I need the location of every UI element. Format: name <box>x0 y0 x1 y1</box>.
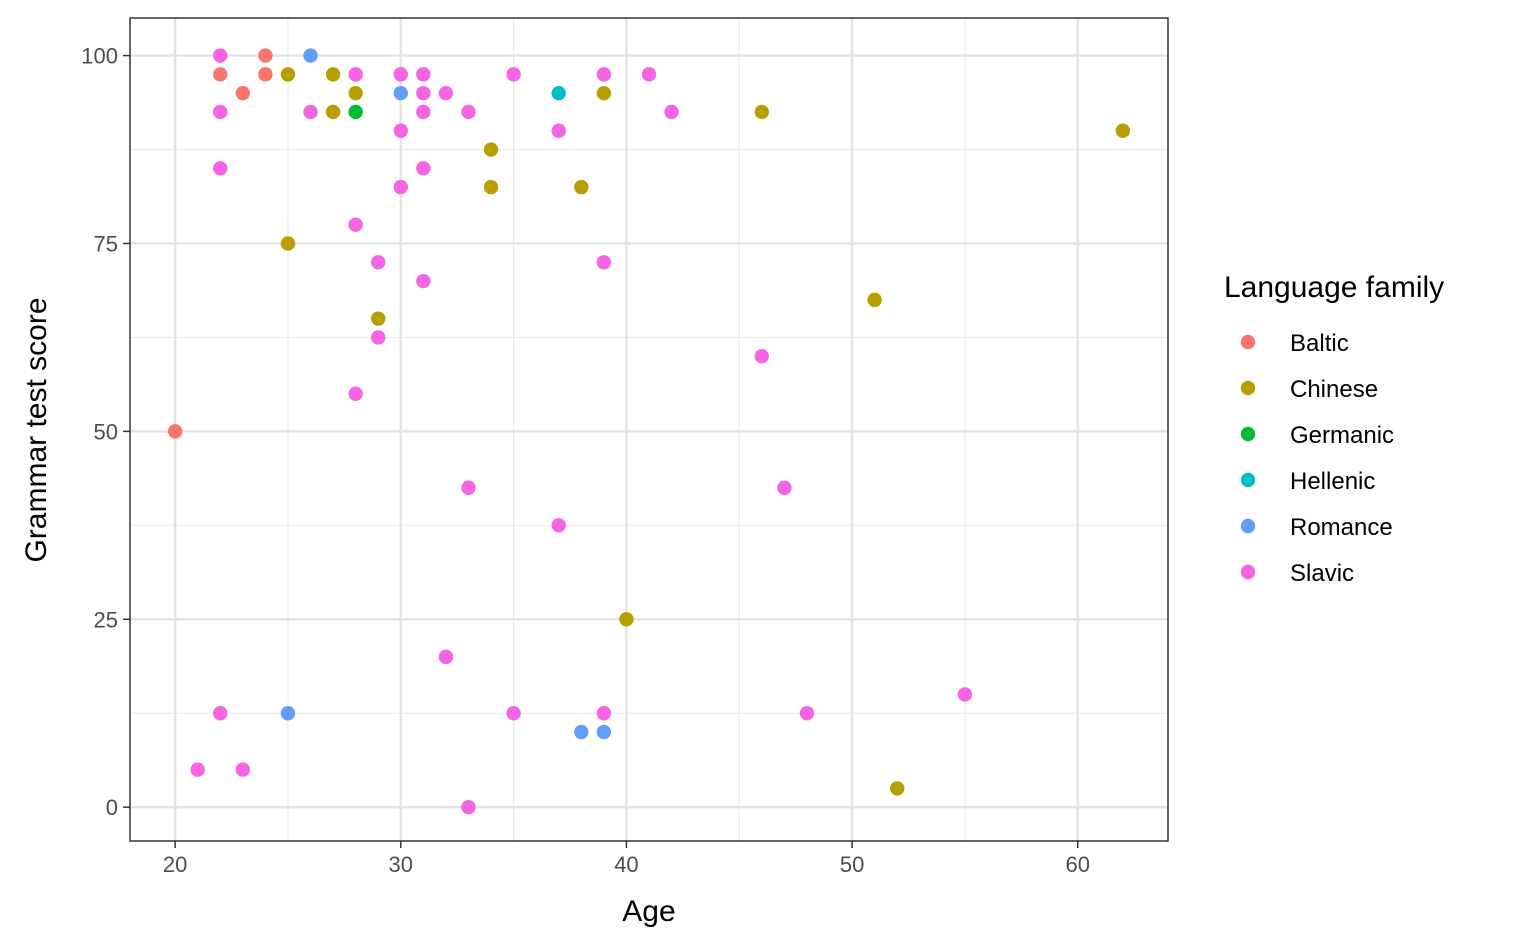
data-point-chinese <box>619 612 634 627</box>
x-tick-label: 60 <box>1065 852 1089 877</box>
data-point-baltic <box>213 67 228 82</box>
data-point-slavic <box>235 762 251 777</box>
y-tick-label: 25 <box>94 607 118 632</box>
legend: Language family Baltic Chinese Germanic Hel… <box>1224 271 1444 587</box>
data-point-baltic <box>258 67 273 82</box>
data-point-slavic <box>596 255 612 270</box>
data-point-slavic <box>393 179 408 195</box>
panel-background <box>130 18 1168 841</box>
data-point-chinese <box>483 179 499 195</box>
data-point-slavic <box>461 480 476 495</box>
data-point-slavic <box>213 161 228 176</box>
data-point-chinese <box>483 142 499 157</box>
data-point-slavic <box>213 706 228 721</box>
data-point-chinese <box>754 104 770 120</box>
data-point-slavic <box>371 255 386 270</box>
legend-label-slavic: Slavic <box>1290 560 1354 587</box>
panel-border <box>129 17 1169 842</box>
legend-title: Language family <box>1224 271 1444 304</box>
legend-label-romance: Romance <box>1290 514 1393 541</box>
data-point-slavic <box>641 67 657 82</box>
grid <box>130 18 1168 841</box>
legend-label-chinese: Chinese <box>1290 376 1378 403</box>
data-point-slavic <box>416 104 431 120</box>
data-point-slavic <box>213 48 228 63</box>
y-axis-title: Grammar test score <box>20 297 53 562</box>
data-point-chinese <box>280 236 296 251</box>
data-point-chinese <box>325 104 341 120</box>
data-point-slavic <box>393 67 408 82</box>
data-point-chinese <box>371 311 386 326</box>
data-point-slavic <box>416 273 431 289</box>
data-point-slavic <box>551 518 566 533</box>
data-point-slavic <box>348 217 363 232</box>
data-point-romance <box>596 724 612 740</box>
data-point-slavic <box>438 85 454 101</box>
data-point-romance <box>280 706 296 721</box>
data-point-slavic <box>393 123 408 138</box>
data-point-slavic <box>416 161 431 176</box>
data-point-slavic <box>777 480 792 495</box>
data-point-slavic <box>213 104 228 120</box>
data-point-chinese <box>348 85 363 101</box>
x-tick-label: 20 <box>163 852 187 877</box>
data-point-slavic <box>506 706 521 721</box>
data-point-romance <box>574 724 589 740</box>
legend-key-hellenic <box>1240 472 1256 488</box>
legend-label-germanic: Germanic <box>1290 422 1394 449</box>
data-point-slavic <box>506 67 521 82</box>
y-tick-label: 75 <box>94 231 118 256</box>
data-point-slavic <box>754 349 770 364</box>
data-point-baltic <box>235 85 251 101</box>
y-tick-label: 50 <box>94 419 118 444</box>
data-point-slavic <box>371 330 386 345</box>
data-point-slavic <box>416 85 431 101</box>
data-point-slavic <box>416 67 431 82</box>
data-point-slavic <box>551 123 566 138</box>
axes: 20 30 40 50 60 0 25 50 75 100 <box>81 44 1090 877</box>
legend-key-baltic <box>1240 334 1256 350</box>
data-point-romance <box>393 85 408 101</box>
data-point-slavic <box>303 104 318 120</box>
x-tick-label: 30 <box>389 852 413 877</box>
data-point-chinese <box>596 85 612 101</box>
x-axis-title: Age <box>622 895 675 928</box>
legend-label-baltic: Baltic <box>1290 330 1349 357</box>
data-point-chinese <box>325 67 341 82</box>
data-point-chinese <box>890 781 905 796</box>
legend-key-romance <box>1240 518 1256 534</box>
data-point-baltic <box>258 48 273 63</box>
legend-key-germanic <box>1240 426 1256 442</box>
data-point-hellenic <box>551 85 566 101</box>
data-point-germanic <box>348 104 363 120</box>
x-tick-label: 50 <box>840 852 864 877</box>
data-point-baltic <box>167 424 183 439</box>
data-point-slavic <box>957 687 973 702</box>
data-point-slavic <box>799 706 815 721</box>
legend-key-chinese <box>1240 380 1256 396</box>
data-point-chinese <box>574 179 589 195</box>
data-point-slavic <box>348 386 363 401</box>
data-point-slavic <box>348 67 363 82</box>
data-point-chinese <box>280 67 296 82</box>
data-point-slavic <box>596 706 612 721</box>
data-point-slavic <box>664 104 679 120</box>
data-point-slavic <box>596 67 612 82</box>
legend-label-hellenic: Hellenic <box>1290 468 1375 495</box>
y-tick-label: 0 <box>106 795 118 820</box>
data-point-chinese <box>1115 123 1131 138</box>
data-point-slavic <box>461 799 476 815</box>
data-point-slavic <box>438 649 454 665</box>
data-point-romance <box>303 48 318 63</box>
legend-key-slavic <box>1240 564 1256 580</box>
data-point-slavic <box>461 104 476 120</box>
x-tick-label: 40 <box>614 852 638 877</box>
data-point-slavic <box>190 762 205 777</box>
data-points <box>167 48 1131 815</box>
y-tick-label: 100 <box>81 44 118 69</box>
data-point-chinese <box>867 292 882 308</box>
